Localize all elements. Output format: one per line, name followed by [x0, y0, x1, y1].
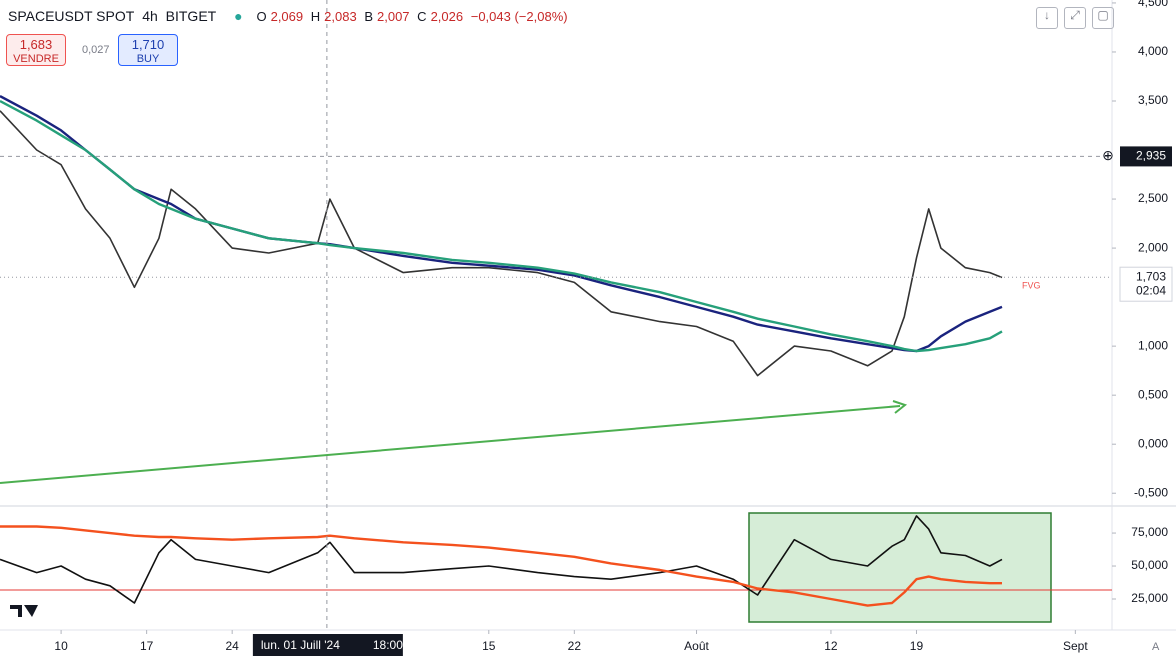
crosshair-date-box: [252, 634, 403, 656]
crosshair-price: 2,935: [1136, 149, 1166, 163]
x-tick-label: 19: [910, 639, 924, 653]
buy-label: BUY: [136, 53, 160, 65]
plot-area: [0, 95, 1003, 607]
trend-arrow: [892, 400, 908, 414]
header: SPACEUSDT SPOT 4h BITGET ● O 2,069 H 2,083…: [8, 8, 576, 24]
buy-price: 1,710: [131, 37, 165, 52]
last-price: 1,703: [1136, 269, 1166, 283]
y-tick-label: 4,500: [1138, 0, 1168, 9]
y-tick-label: -0,500: [1134, 485, 1168, 499]
status-dot: ●: [234, 8, 243, 24]
sell-button[interactable]: 1,683 VENDRE: [6, 34, 66, 66]
y-tick-label: 50,000: [1131, 558, 1168, 572]
countdown: 02:04: [1136, 283, 1166, 297]
y-tick-label: 25,000: [1131, 591, 1168, 605]
ohlc-key: H: [310, 9, 321, 24]
ohlc-value: 2,007: [377, 9, 410, 24]
sell-price: 1,683: [19, 37, 53, 52]
highlight-box: [748, 512, 1052, 623]
series-line: [0, 110, 1003, 377]
exchange: BITGET: [165, 8, 217, 24]
series-line: [0, 525, 1002, 607]
x-tick-label: 10: [54, 639, 68, 653]
ohlc-key: O: [256, 9, 267, 24]
corner-label: A: [1152, 641, 1160, 653]
y-tick-label: 2,000: [1138, 240, 1168, 254]
ohlc: O 2,069 H 2,083 B 2,007 C 2,026 −0,043 (−2,0…: [256, 9, 571, 24]
ohlc-change: −0,043 (−2,08%): [470, 9, 568, 24]
buy-button[interactable]: 1,710 BUY: [118, 34, 178, 66]
y-tick-label: 3,500: [1138, 93, 1168, 107]
ohlc-key: C: [417, 9, 427, 24]
y-tick-label: 0,000: [1138, 436, 1168, 450]
x-tick-label: Sept: [1063, 639, 1088, 653]
screenshot-button[interactable]: ▢: [1092, 7, 1114, 29]
y-tick-label: 4,000: [1138, 44, 1168, 58]
price-pane: [0, 0, 1112, 505]
ohlc-value: 2,069: [270, 9, 304, 24]
sell-label: VENDRE: [13, 53, 59, 65]
crosshair-time: 18:00: [373, 638, 403, 652]
x-tick-label: 22: [568, 639, 582, 653]
crosshair-price-box: [1120, 146, 1172, 167]
y-tick-label: 75,000: [1131, 525, 1168, 539]
tv-logo: [10, 605, 38, 617]
series-line: [0, 515, 1003, 604]
crosshair-plus: ⊕: [1102, 147, 1114, 163]
last-price-box: [1119, 266, 1173, 302]
y-tick-label: 2,500: [1138, 191, 1168, 205]
fvg-label: FVG: [1022, 280, 1041, 290]
scroll-button[interactable]: ↓: [1036, 7, 1058, 29]
crosshair-date: lun. 01 Juill '24: [261, 638, 340, 652]
trend-line: [0, 405, 901, 484]
x-tick-label: Août: [684, 639, 709, 653]
x-tick-label: 24: [225, 639, 239, 653]
toolbar: ↓ ⤢ ▢: [1036, 7, 1114, 29]
x-tick-label: 12: [824, 639, 838, 653]
series-line: [0, 99, 1003, 353]
spread: 0,027: [82, 44, 110, 56]
ohlc-value: 2,083: [324, 9, 357, 24]
y-tick-label: 0,500: [1138, 387, 1168, 401]
interval: 4h: [142, 8, 158, 24]
ohlc-value: 2,026: [430, 9, 464, 24]
symbol: SPACEUSDT SPOT: [8, 8, 135, 24]
ohlc-key: B: [364, 9, 373, 24]
y-tick-label: 1,000: [1138, 338, 1168, 352]
maximize-button[interactable]: ⤢: [1064, 7, 1086, 29]
x-tick-label: 17: [140, 639, 154, 653]
x-tick-label: 15: [482, 639, 496, 653]
